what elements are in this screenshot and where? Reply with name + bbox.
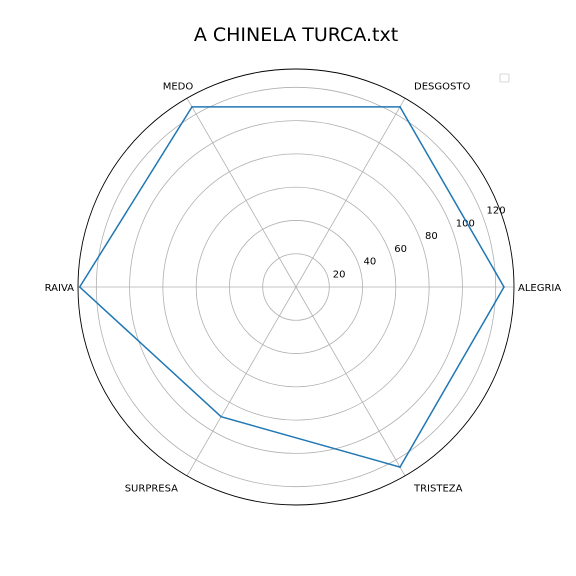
r-tick-label: 20 <box>333 269 346 280</box>
category-label-raiva: RAIVA <box>45 283 75 294</box>
category-label-desgosto: DESGOSTO <box>414 82 470 93</box>
category-label-surpresa: SURPRESA <box>125 483 178 494</box>
r-tick-label: 100 <box>456 218 475 229</box>
category-label-tristeza: TRISTEZA <box>413 483 463 494</box>
chart-title: A CHINELA TURCA.txt <box>194 24 398 46</box>
angular-grid <box>78 98 514 476</box>
r-tick-label: 80 <box>425 231 438 242</box>
data-point <box>503 286 505 288</box>
spoke-surpresa <box>186 286 297 476</box>
data-point <box>191 106 193 108</box>
r-tick-label: 40 <box>363 257 376 268</box>
category-label-medo: MEDO <box>163 82 194 93</box>
r-tick-label: 60 <box>394 244 407 255</box>
spoke-tristeza <box>295 286 406 476</box>
r-tick-label: 120 <box>486 206 505 217</box>
category-label-alegria: ALEGRIA <box>518 283 561 294</box>
polar-frame <box>77 68 515 506</box>
category-labels: ALEGRIA DESGOSTO MEDO RAIVA SURPRESA TRISTEZA <box>45 82 562 495</box>
data-point <box>399 466 401 468</box>
series-layer <box>78 106 505 468</box>
legend-box <box>499 73 510 83</box>
radial-tick-labels: 20 40 60 80 100 120 <box>333 206 506 281</box>
data-point <box>220 415 222 418</box>
data-point <box>78 286 81 288</box>
spoke-desgosto <box>295 98 406 288</box>
data-point <box>399 106 401 108</box>
spoke-medo <box>186 98 297 288</box>
